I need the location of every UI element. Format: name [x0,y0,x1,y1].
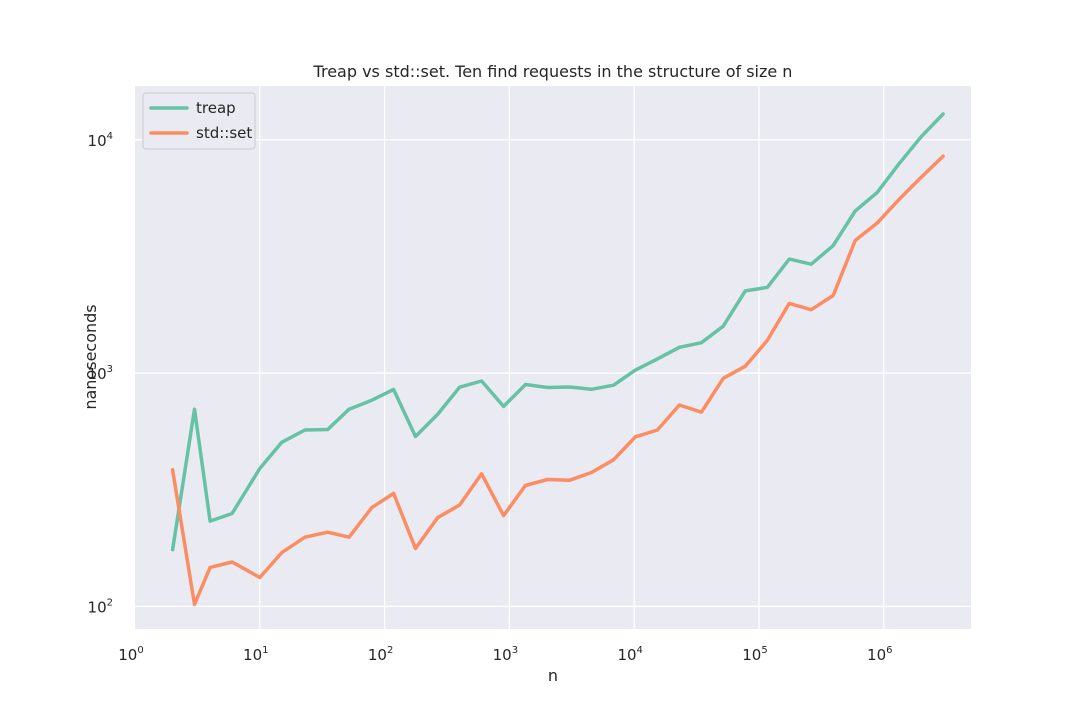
x-tick-label: 103 [493,645,518,664]
x-tick-label: 101 [243,645,268,664]
y-axis-label: nanoseconds [81,304,100,409]
series-lines [170,112,945,607]
y-tick-label: 103 [88,364,113,383]
x-tick-label: 104 [617,645,642,664]
legend-label-std-set: std::set [196,124,252,142]
series-line-std-set [170,154,945,607]
y-tick-labels: 102 103 104 [88,131,113,617]
x-tick-label: 106 [867,645,892,664]
x-tick-label: 100 [118,645,143,664]
y-tick-label: 102 [88,597,113,616]
x-tick-label: 105 [742,645,767,664]
x-tick-label: 102 [368,645,393,664]
legend: treap std::set [142,92,256,150]
x-tick-labels: 100 101 102 103 104 105 106 [118,645,892,664]
grid-lines [135,86,971,629]
legend-label-treap: treap [196,99,236,117]
y-tick-label: 104 [88,131,113,150]
series-line-treap [170,112,945,552]
x-axis-label: n [548,666,558,685]
chart-title: Treap vs std::set. Ten find requests in … [313,62,793,81]
plot-area [135,86,971,629]
